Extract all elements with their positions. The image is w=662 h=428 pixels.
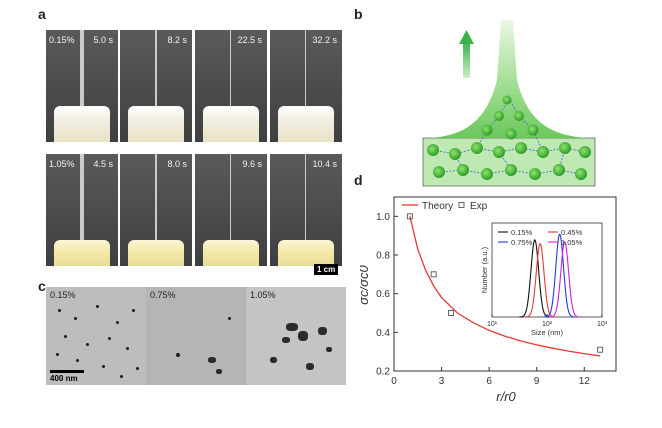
- fiber: [305, 30, 306, 110]
- tem-label: 0.15%: [50, 290, 76, 300]
- x-axis-label: r/r0: [496, 389, 516, 404]
- fiber: [80, 154, 84, 248]
- panel-d-chart: 0 3 6 9 120.20.40.60.81.0 Theory Exp 10¹ 10² 10…: [360, 196, 617, 404]
- exp-point: [406, 213, 413, 220]
- frame-top-3: 22.5 s: [195, 30, 267, 142]
- theory-line: [409, 216, 601, 357]
- panel-label-b: b: [354, 6, 363, 22]
- particle-cells: [427, 95, 591, 180]
- plot-frame: [393, 196, 617, 372]
- x-tick-label: 3: [439, 376, 445, 387]
- tem-scale-bar: [50, 370, 84, 373]
- fiber: [155, 154, 157, 248]
- main-plot-marks: [406, 213, 604, 357]
- legend-exp-label: Exp: [470, 201, 488, 212]
- fiber: [230, 154, 231, 248]
- inset-x-label: Size (nm): [531, 328, 564, 337]
- time-label: 8.0 s: [167, 159, 187, 169]
- time-label: 10.4 s: [312, 159, 337, 169]
- y-tick-label: 0.4: [376, 328, 390, 339]
- frame-top-2: 8.2 s: [120, 30, 192, 142]
- frame-bottom-2: 8.0 s: [120, 154, 192, 266]
- panel-b-schematic: [422, 20, 596, 187]
- concentration-label: 0.15%: [49, 35, 75, 45]
- x-tick-label: 0: [391, 376, 397, 387]
- solution-cup: [128, 240, 184, 266]
- legend: Theory Exp: [402, 201, 488, 212]
- inset-series-0.75pct: [544, 233, 576, 318]
- inset-x-tick-label: 10¹: [487, 321, 498, 328]
- tem-label: 0.75%: [150, 290, 176, 300]
- inset-legend-label: 0.15%: [511, 228, 533, 237]
- frame-top-4: 32.2 s: [270, 30, 342, 142]
- inset-legend-label: 0.45%: [561, 228, 583, 237]
- concentration-label: 1.05%: [49, 159, 75, 169]
- time-label: 22.5 s: [237, 35, 262, 45]
- solution-cup: [203, 240, 259, 266]
- tem-scale-label: 400 nm: [50, 374, 78, 383]
- inset-series-0.45pct: [524, 242, 556, 318]
- y-axis-label: σc/σc0: [360, 264, 371, 304]
- fiber: [155, 30, 157, 110]
- frame-bottom-3: 9.6 s: [195, 154, 267, 266]
- tem-image-1: 0.15% 400 nm: [46, 287, 146, 385]
- tem-image-2: 0.75%: [146, 287, 246, 385]
- x-tick-label: 6: [486, 376, 492, 387]
- inset-series-1.05pct: [549, 240, 581, 318]
- inset-x-tick-label: 10²: [542, 321, 553, 328]
- pull-arrow-shaft: [463, 42, 470, 78]
- time-label: 8.2 s: [167, 35, 187, 45]
- time-label: 9.6 s: [242, 159, 262, 169]
- frame-bottom-1: 1.05% 4.5 s: [46, 154, 118, 266]
- pull-arrow-head: [459, 30, 474, 44]
- y-tick-label: 0.6: [376, 289, 390, 300]
- inset-x-tick-label: 10³: [597, 321, 608, 328]
- frame-top-1: 0.15% 5.0 s: [46, 30, 118, 142]
- y-tick-label: 0.2: [376, 367, 390, 378]
- time-label: 4.5 s: [93, 159, 113, 169]
- panel-label-c: c: [38, 278, 46, 294]
- solution-cup: [278, 106, 334, 142]
- fiber: [305, 154, 306, 248]
- fiber: [80, 30, 84, 110]
- solution-cup: [278, 240, 334, 266]
- panel-label-d: d: [354, 172, 363, 188]
- legend-exp-marker: [458, 202, 465, 208]
- tem-label: 1.05%: [250, 290, 276, 300]
- x-tick-label: 9: [534, 376, 540, 387]
- x-tick-label: 12: [579, 376, 591, 387]
- y-tick-label: 1.0: [376, 212, 390, 223]
- inset-series-0.15pct: [519, 239, 551, 318]
- solution-cup: [54, 106, 110, 142]
- inset-legend-label: 1.05%: [561, 238, 583, 247]
- time-label: 32.2 s: [312, 35, 337, 45]
- solution-cup: [128, 106, 184, 142]
- exp-point: [448, 310, 455, 316]
- inset-plot: 10¹ 10² 10³ Size (nm) Number (a.u.) 0.15% 0.45…: [480, 222, 608, 337]
- tem-image-3: 1.05%: [246, 287, 346, 385]
- exp-point: [597, 346, 604, 353]
- fiber: [230, 30, 231, 110]
- scale-bar-1cm: 1 cm: [314, 264, 339, 275]
- inset-legend-label: 0.75%: [511, 238, 533, 247]
- meniscus: [423, 20, 595, 138]
- frame-bottom-4: 10.4 s: [270, 154, 342, 266]
- main-plot-axes: 0 3 6 9 12 0.2 0.4 0.6 0.8 1.0: [376, 196, 617, 387]
- time-label: 5.0 s: [93, 35, 113, 45]
- legend-theory-label: Theory: [422, 201, 453, 212]
- solution-cup: [54, 240, 110, 266]
- y-tick-label: 0.8: [376, 251, 390, 262]
- panel-label-a: a: [38, 6, 46, 22]
- solution-cup: [203, 106, 259, 142]
- inset-y-label: Number (a.u.): [480, 246, 489, 293]
- exp-point: [430, 271, 437, 278]
